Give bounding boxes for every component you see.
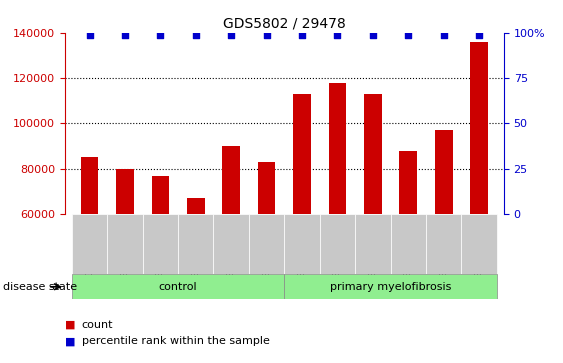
Point	[156, 32, 165, 38]
Point	[120, 32, 129, 38]
Text: ■: ■	[65, 336, 75, 346]
Point	[191, 32, 200, 38]
Point	[297, 32, 306, 38]
FancyBboxPatch shape	[178, 214, 213, 274]
FancyBboxPatch shape	[355, 214, 391, 274]
FancyBboxPatch shape	[284, 274, 497, 299]
Point	[227, 32, 236, 38]
Bar	[151, 176, 169, 214]
Text: count: count	[82, 320, 113, 330]
FancyBboxPatch shape	[72, 214, 107, 274]
FancyBboxPatch shape	[249, 214, 284, 274]
FancyBboxPatch shape	[142, 214, 178, 274]
Text: disease state: disease state	[3, 282, 77, 292]
Bar	[187, 198, 204, 214]
Text: control: control	[159, 282, 198, 292]
FancyBboxPatch shape	[72, 274, 284, 299]
Text: ■: ■	[65, 320, 75, 330]
Bar	[222, 146, 240, 214]
FancyBboxPatch shape	[320, 214, 355, 274]
Bar	[81, 158, 99, 214]
Point	[475, 32, 484, 38]
Bar	[329, 82, 346, 214]
Point	[368, 32, 377, 38]
Bar	[364, 94, 382, 214]
FancyBboxPatch shape	[284, 214, 320, 274]
Bar	[399, 151, 417, 214]
Title: GDS5802 / 29478: GDS5802 / 29478	[223, 16, 346, 30]
Bar	[258, 162, 275, 214]
Point	[85, 32, 94, 38]
Text: percentile rank within the sample: percentile rank within the sample	[82, 336, 270, 346]
FancyBboxPatch shape	[107, 214, 142, 274]
Bar	[435, 130, 453, 214]
FancyBboxPatch shape	[391, 214, 426, 274]
Point	[262, 32, 271, 38]
Bar	[293, 94, 311, 214]
FancyBboxPatch shape	[462, 214, 497, 274]
Bar	[116, 169, 134, 214]
Bar	[470, 42, 488, 214]
Text: primary myelofibrosis: primary myelofibrosis	[330, 282, 452, 292]
Point	[333, 32, 342, 38]
FancyBboxPatch shape	[213, 214, 249, 274]
Point	[439, 32, 448, 38]
FancyBboxPatch shape	[426, 214, 462, 274]
Point	[404, 32, 413, 38]
